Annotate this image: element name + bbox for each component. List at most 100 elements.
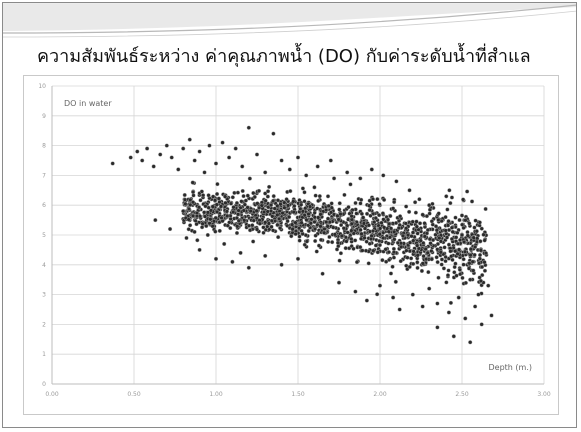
data-point (263, 170, 268, 175)
data-point (304, 173, 309, 178)
data-point (443, 259, 448, 264)
data-point (342, 192, 347, 198)
data-point (353, 238, 358, 243)
data-point (453, 249, 458, 254)
data-point (467, 221, 472, 226)
data-point (417, 221, 423, 226)
data-point (445, 223, 451, 228)
data-point (338, 212, 343, 217)
data-point (325, 194, 331, 199)
data-point (261, 209, 267, 215)
data-point (214, 209, 220, 215)
data-point (450, 257, 455, 262)
data-point (414, 224, 419, 229)
data-point (293, 220, 298, 225)
data-point (316, 243, 322, 248)
data-point (450, 229, 455, 234)
data-point (377, 202, 382, 207)
data-point (271, 228, 276, 233)
data-point (452, 270, 457, 275)
data-point (316, 198, 321, 203)
data-point (245, 205, 250, 210)
data-point (362, 235, 367, 240)
data-point (427, 203, 432, 208)
y-tick-label: 3 (42, 292, 46, 299)
data-point (449, 254, 454, 259)
y-tick-label: 1 (42, 351, 46, 358)
data-point (429, 257, 434, 262)
data-point (309, 217, 314, 222)
data-point (375, 250, 380, 255)
data-point (453, 215, 458, 220)
data-point (290, 222, 295, 227)
data-point (265, 209, 270, 214)
data-point (476, 292, 481, 297)
data-point (286, 203, 291, 208)
data-point (306, 211, 311, 217)
data-point (409, 234, 414, 239)
slide: ความสัมพันธ์ระหว่าง ค่าคุณภาพน้ำ (DO) กั… (2, 2, 577, 428)
data-point (474, 229, 479, 234)
data-point (213, 215, 218, 221)
data-point (201, 193, 206, 198)
data-point (110, 161, 115, 166)
data-point (312, 215, 317, 220)
data-point (254, 152, 260, 157)
data-point (197, 247, 202, 252)
data-point (439, 262, 444, 267)
data-point (276, 235, 281, 240)
data-point (217, 199, 222, 205)
data-point (397, 307, 402, 312)
data-point (234, 200, 240, 206)
data-point (368, 236, 374, 242)
y-tick-label: 5 (42, 232, 46, 239)
data-point (210, 204, 215, 209)
data-point (386, 241, 391, 246)
data-point (367, 241, 372, 246)
data-point (458, 272, 463, 277)
data-point (472, 252, 477, 258)
data-point (469, 199, 475, 204)
data-point (330, 240, 335, 245)
data-point (332, 232, 337, 237)
data-point (435, 325, 440, 330)
data-point (318, 224, 323, 229)
data-point (277, 216, 282, 221)
data-point (236, 218, 241, 223)
data-point (315, 164, 320, 169)
data-point (446, 310, 451, 315)
data-point (318, 237, 324, 242)
data-point (415, 265, 420, 270)
data-point (407, 188, 412, 193)
data-point (392, 229, 397, 234)
x-tick-label: 1.00 (209, 391, 223, 398)
data-point (385, 217, 391, 222)
data-point (413, 200, 418, 205)
data-point (486, 283, 491, 288)
data-point (279, 262, 284, 267)
data-point (225, 213, 230, 219)
data-point (211, 194, 216, 199)
data-point (164, 143, 169, 148)
data-point (293, 231, 298, 237)
data-point (410, 230, 416, 235)
data-point (371, 248, 376, 253)
data-point (322, 226, 327, 232)
data-point (204, 223, 209, 229)
data-point (393, 279, 398, 284)
data-point (377, 213, 382, 218)
data-point (414, 219, 419, 224)
data-point (370, 197, 376, 202)
data-point (421, 240, 426, 246)
data-point (398, 214, 403, 219)
data-point (284, 197, 289, 202)
data-point (477, 256, 482, 261)
data-point (411, 238, 416, 243)
data-point (275, 222, 280, 227)
data-point (452, 264, 457, 270)
data-point (479, 322, 484, 327)
data-point (351, 231, 356, 236)
data-point (336, 280, 342, 285)
data-point (382, 225, 387, 230)
data-point (479, 226, 484, 231)
